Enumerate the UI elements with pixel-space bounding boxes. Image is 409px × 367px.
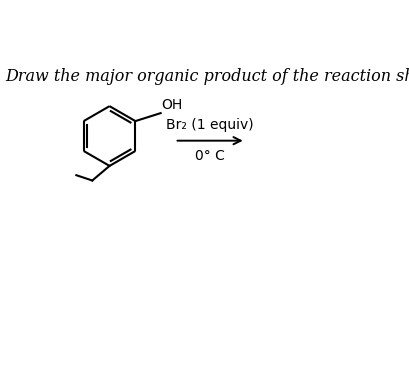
Text: Br₂ (1 equiv): Br₂ (1 equiv) [166,118,253,132]
Text: OH: OH [161,98,182,112]
Text: Draw the major organic product of the reaction shown.: Draw the major organic product of the re… [5,68,409,85]
Text: 0° C: 0° C [195,149,225,163]
